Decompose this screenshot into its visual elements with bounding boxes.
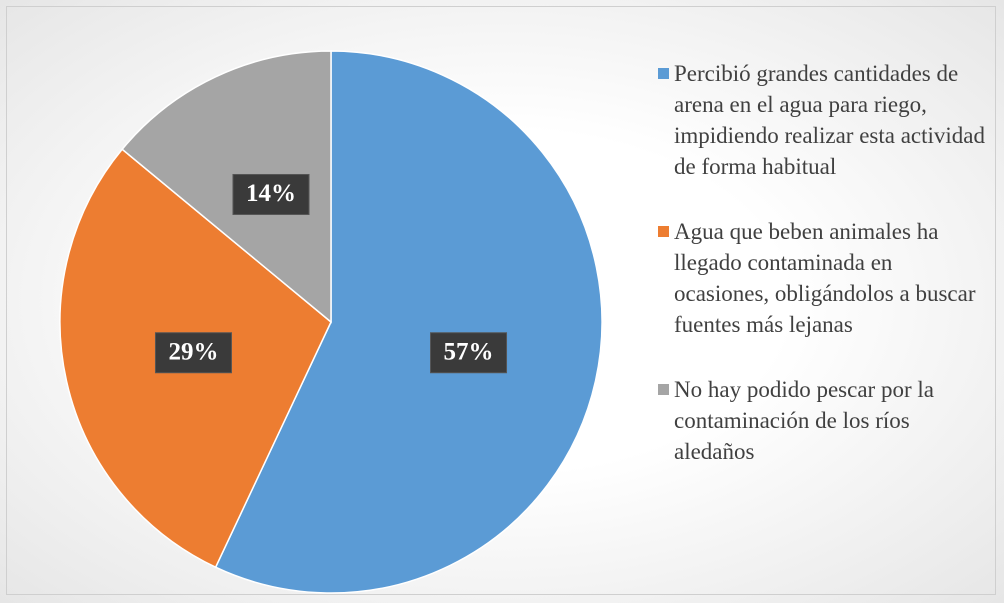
legend: Percibió grandes cantidades de arena en …	[658, 58, 988, 501]
data-label-box	[154, 332, 232, 374]
data-label-box	[430, 332, 508, 374]
data-label: 57%	[444, 338, 494, 365]
legend-label: Agua que beben animales ha llegado conta…	[674, 219, 976, 337]
legend-swatch	[658, 68, 669, 79]
legend-item: Agua que beben animales ha llegado conta…	[658, 216, 988, 340]
legend-swatch	[658, 384, 669, 395]
legend-label: No hay podido pescar por la contaminació…	[674, 377, 934, 464]
pie-slice	[121, 50, 332, 324]
legend-label: Percibió grandes cantidades de arena en …	[674, 61, 986, 179]
chart-border	[6, 6, 996, 595]
data-label: 14%	[246, 180, 296, 207]
pie-slice	[214, 50, 603, 594]
data-label-box	[232, 173, 310, 215]
legend-item: Percibió grandes cantidades de arena en …	[658, 58, 988, 182]
legend-swatch	[658, 226, 669, 237]
legend-item: No hay podido pescar por la contaminació…	[658, 374, 988, 467]
data-label: 29%	[168, 338, 218, 365]
